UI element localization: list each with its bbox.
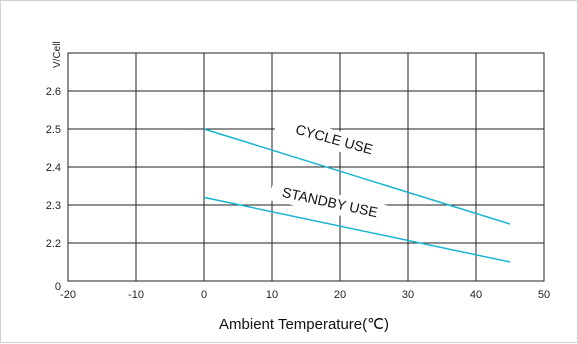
x-tick-label: -10 xyxy=(128,289,144,301)
standby-use-label: STANDBY USE xyxy=(281,184,380,220)
x-tick-label: 50 xyxy=(538,289,550,301)
standby-use-label-background xyxy=(269,180,391,226)
y-tick-label: 2.4 xyxy=(46,162,61,174)
y-tick-label: 2.6 xyxy=(46,86,61,98)
cycle-use-label: CYCLE USE xyxy=(294,121,375,157)
standby-use-line xyxy=(203,196,511,263)
series-label-layer: CYCLE USE STANDBY USE xyxy=(269,114,395,226)
x-tick-label: 40 xyxy=(470,289,482,301)
x-tick-label: 20 xyxy=(334,289,346,301)
x-tick-label: 30 xyxy=(402,289,414,301)
cycle-use-label-background xyxy=(273,114,395,166)
x-tick-label: 10 xyxy=(266,289,278,301)
y-axis-unit-label: V/Cell xyxy=(52,41,63,68)
x-axis-title: Ambient Temperature(℃) xyxy=(219,316,389,333)
cycle-use-line xyxy=(203,128,511,225)
x-tick-label: 0 xyxy=(201,289,207,301)
y-tick-label: 2.3 xyxy=(46,200,61,212)
y-tick-label: 2.2 xyxy=(46,238,61,250)
tick-label-layer: -20 -10 0 10 20 30 40 50 0 2.2 2.3 2.4 2.5 2.6 xyxy=(46,86,550,301)
y-tick-label: 0 xyxy=(55,281,61,293)
series-layer xyxy=(203,128,511,263)
y-tick-label: 2.5 xyxy=(46,124,61,136)
x-tick-label: -20 xyxy=(60,289,76,301)
grid-layer xyxy=(67,52,545,282)
